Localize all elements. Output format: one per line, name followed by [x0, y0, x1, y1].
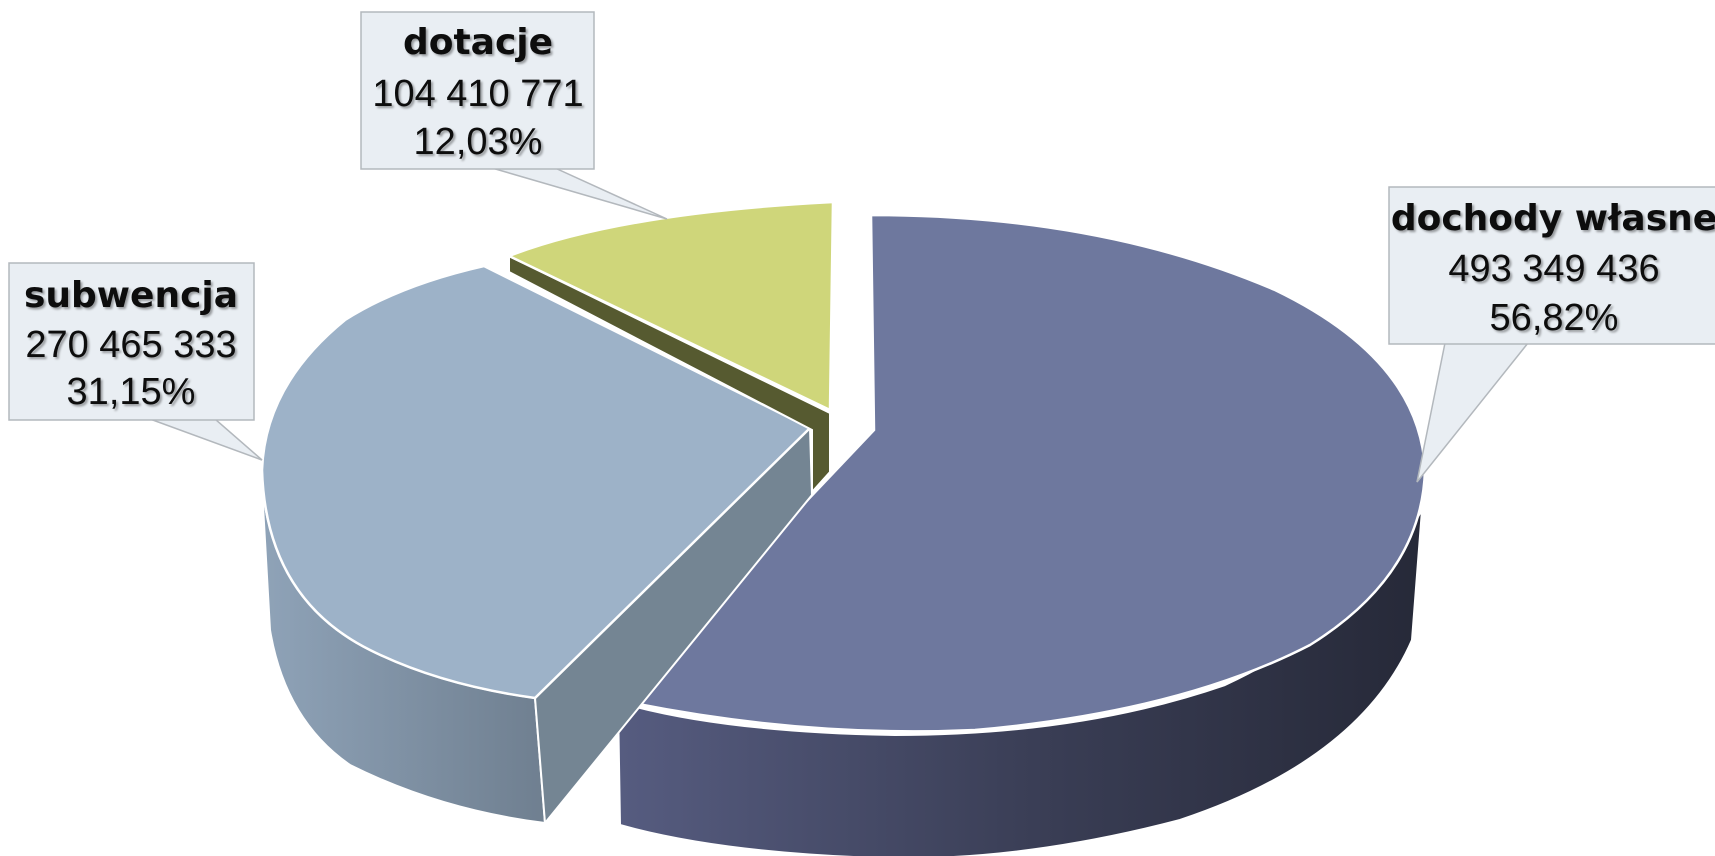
callout-dotacje-pointer: [491, 167, 668, 220]
label-dotacje-name: dotacje: [403, 22, 553, 63]
label-dochody-wlasne-name: dochody własne: [1391, 198, 1715, 239]
label-subwencja-name: subwencja: [24, 275, 238, 316]
callout-subwencja-box: [8, 262, 255, 421]
label-dotacje-value: 104 410 771: [372, 73, 583, 115]
slice-subwencja-top: [260, 264, 813, 700]
slice-dochody-wlasne-side: [616, 509, 1423, 856]
label-dochody-wlasne-value: 493 349 436: [1448, 248, 1659, 290]
callout-dochody-wlasne-pointer: [1416, 342, 1530, 483]
callout-dochody-wlasne-box: [1388, 186, 1715, 345]
callout-subwencja: subwencja 270 465 333 31,15%: [8, 262, 263, 461]
callout-dochody-wlasne: dochody własne 493 349 436 56,82%: [1388, 186, 1715, 483]
slice-dotacje-inner: [508, 254, 831, 495]
slice-dochody-wlasne: [615, 213, 1427, 856]
slice-subwencja: [260, 264, 814, 826]
label-dotacje-percent: 12,03%: [414, 121, 543, 163]
callout-dotacje: dotacje 104 410 771 12,03%: [360, 11, 668, 220]
callout-subwencja-pointer: [149, 418, 263, 461]
label-subwencja-value: 270 465 333: [25, 324, 236, 366]
label-dochody-wlasne-percent: 56,82%: [1490, 297, 1619, 339]
callout-dotacje-box: [360, 11, 595, 170]
slice-dochody-wlasne-top: [615, 213, 1427, 733]
label-subwencja-percent: 31,15%: [67, 371, 196, 413]
